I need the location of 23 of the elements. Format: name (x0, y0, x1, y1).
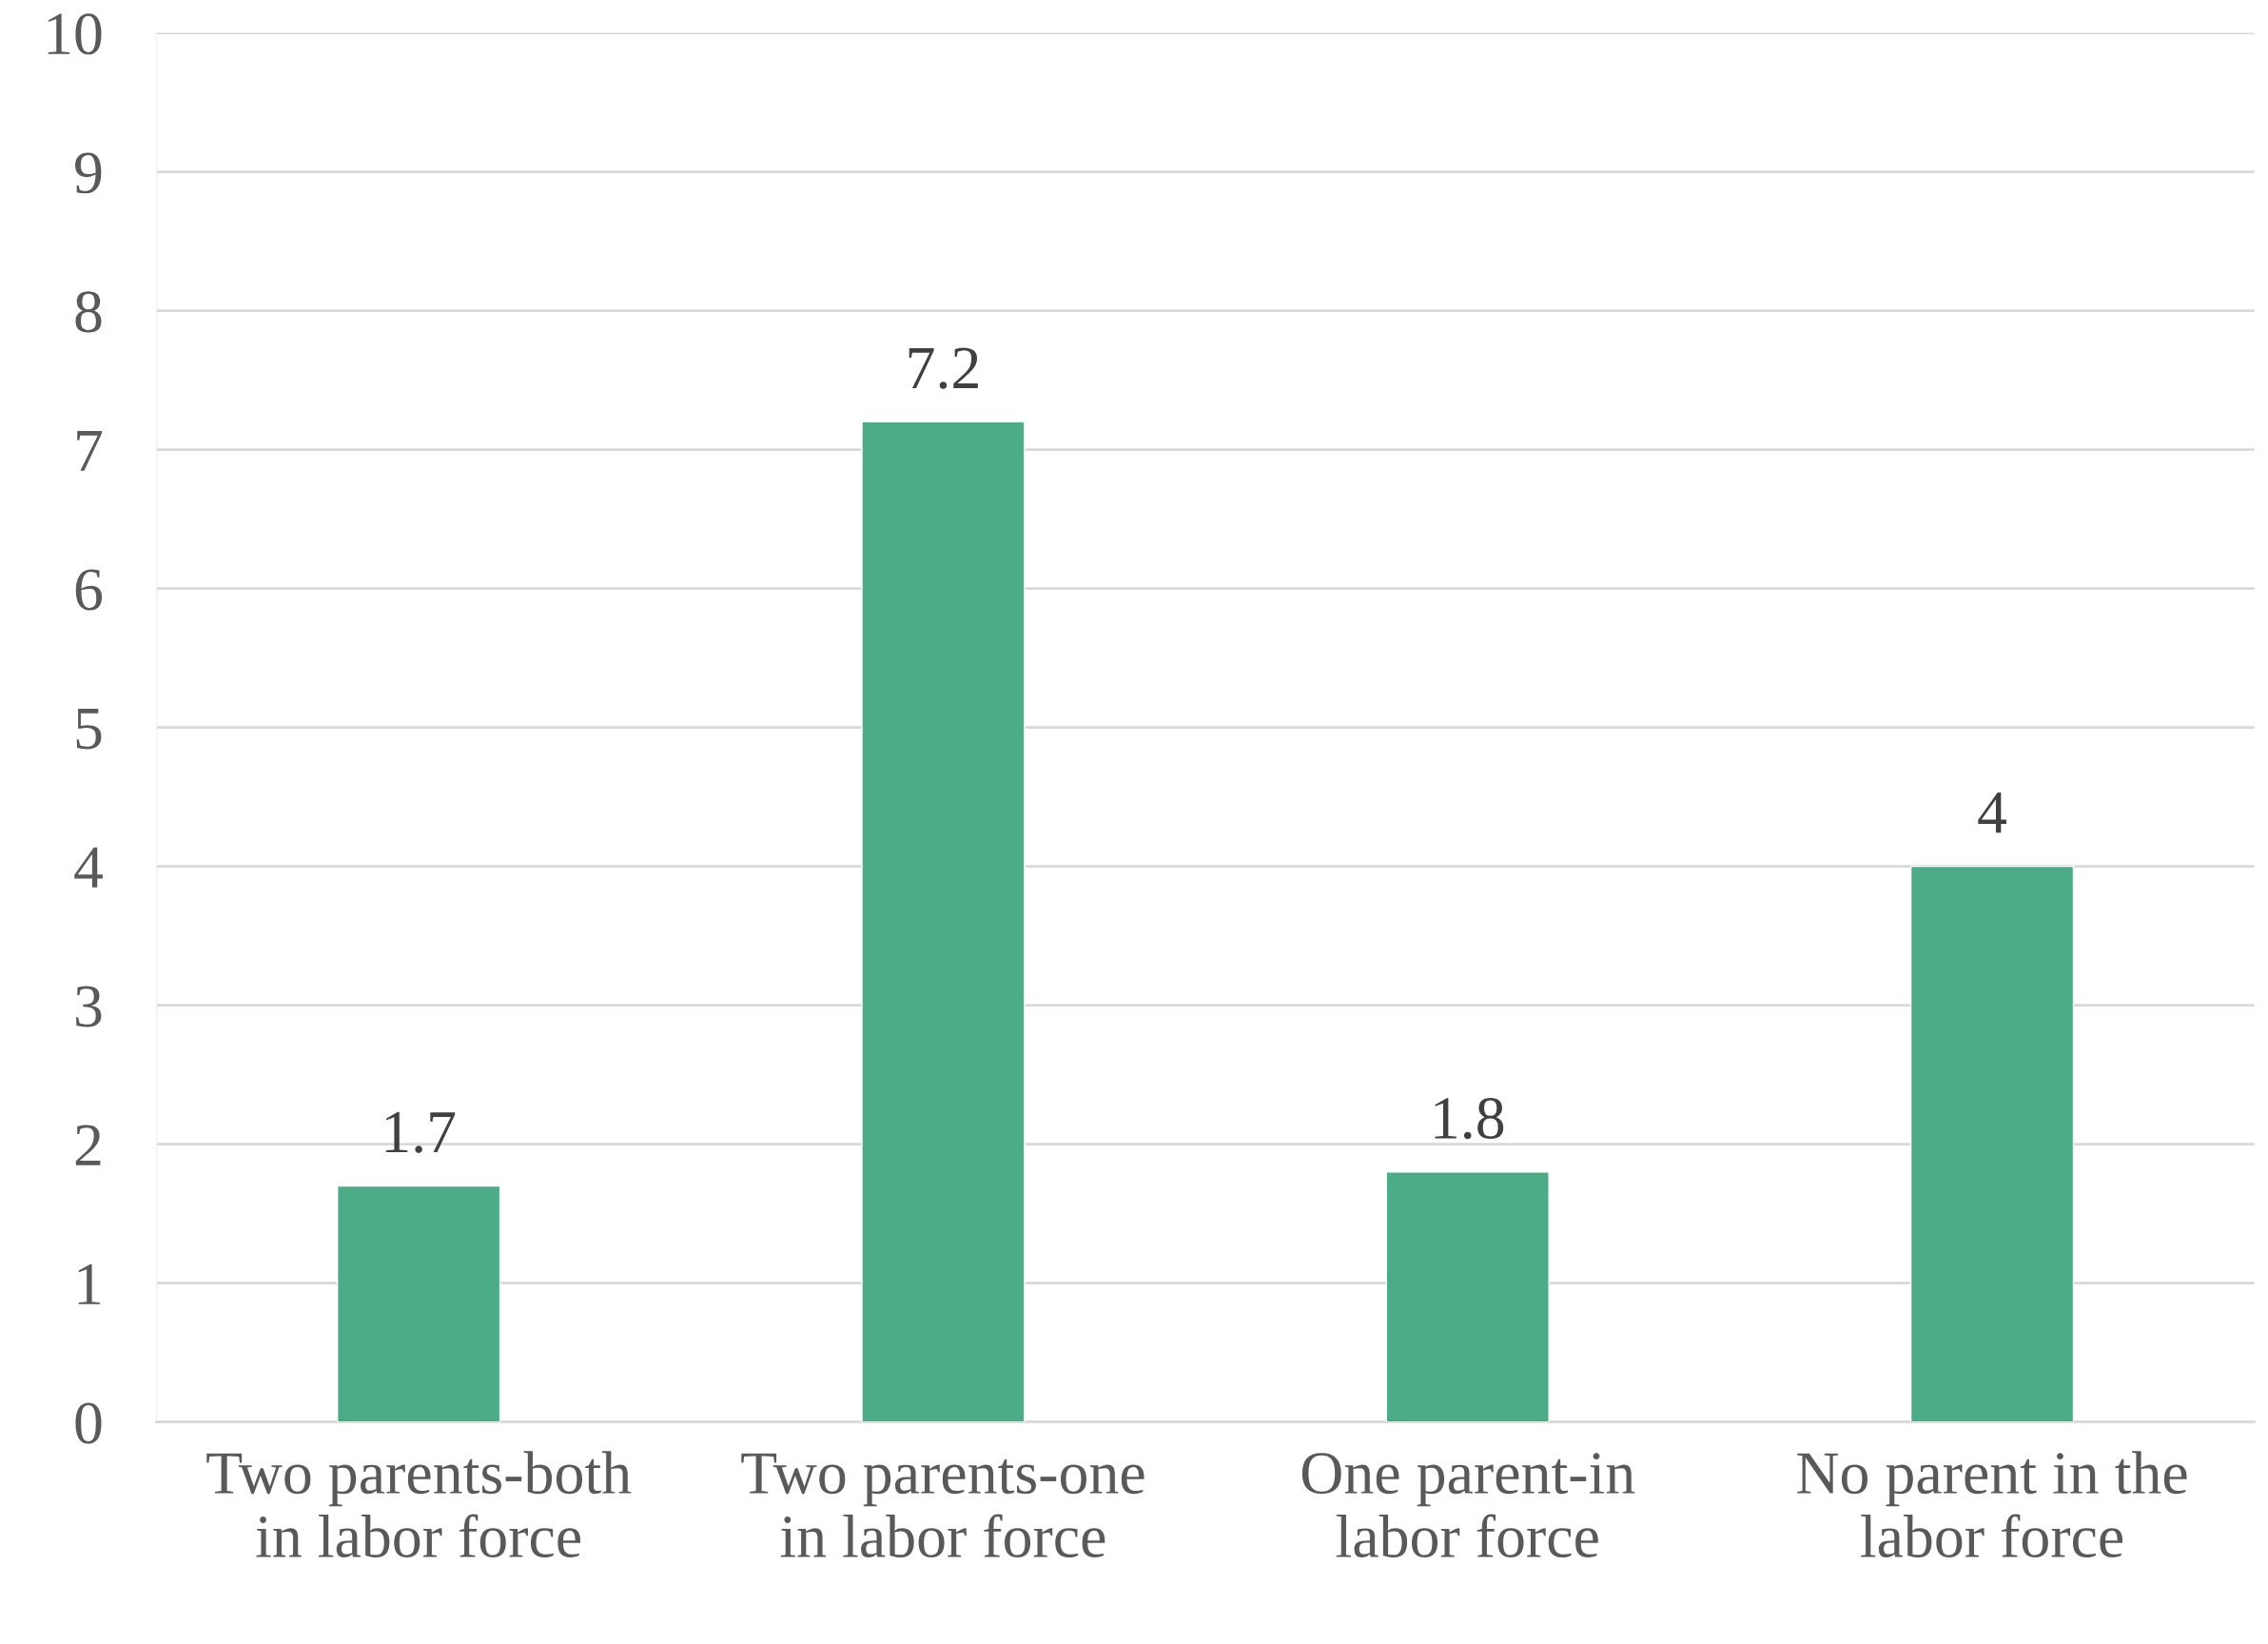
y-tick-label: 1 (78, 1263, 101, 1304)
bar (336, 1184, 501, 1422)
bar (1385, 1171, 1550, 1422)
y-tick-label: 3 (76, 986, 102, 1028)
bar (861, 421, 1026, 1422)
x-tick-label: One parent-in labor force (1301, 1453, 1635, 1558)
y-tick-label: 6 (75, 569, 103, 611)
y-tick-label: 0 (75, 1402, 102, 1444)
data-label: 1.8 (1435, 1097, 1504, 1140)
bar (1909, 865, 2075, 1422)
data-label: 4 (1978, 793, 2007, 833)
y-tick-label: 8 (75, 291, 102, 333)
x-tick-label: Two parents-both in labor force (206, 1451, 632, 1558)
y-tick-label: 2 (75, 1125, 101, 1165)
y-tick-label: 5 (76, 708, 102, 750)
y-tick-label: 9 (75, 152, 102, 194)
x-tick-label: No parent in the labor force (1797, 1451, 2187, 1558)
data-label: 7.2 (909, 347, 978, 389)
data-label: 1.7 (385, 1111, 456, 1153)
y-tick-label: 7 (77, 430, 103, 471)
y-tick-label: 10 (48, 13, 102, 55)
y-tick-label: 4 (74, 847, 103, 888)
x-tick-label: Two parents-one in labor force (741, 1453, 1144, 1558)
